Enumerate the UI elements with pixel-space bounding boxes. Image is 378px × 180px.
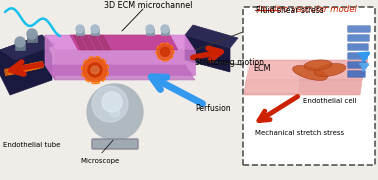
Ellipse shape [293,66,327,80]
FancyBboxPatch shape [348,53,367,59]
FancyBboxPatch shape [348,71,365,77]
Text: Stretching motion: Stretching motion [195,57,264,66]
Polygon shape [89,35,103,50]
Ellipse shape [304,60,332,70]
Circle shape [83,58,107,82]
Polygon shape [246,62,300,92]
Circle shape [76,25,84,33]
Text: Microscope: Microscope [80,158,119,164]
Circle shape [87,84,143,140]
Text: Fluid shear stress: Fluid shear stress [256,6,324,15]
Ellipse shape [314,64,346,76]
Polygon shape [185,25,238,48]
Text: 3D ECM microchannel: 3D ECM microchannel [104,1,192,10]
Polygon shape [146,29,154,35]
Polygon shape [76,29,84,35]
Polygon shape [97,35,111,50]
Polygon shape [55,50,195,75]
Circle shape [27,29,37,39]
Circle shape [110,107,120,117]
Text: Endothelial tube: Endothelial tube [3,142,60,148]
Polygon shape [91,29,99,35]
Polygon shape [246,60,368,80]
Text: Endothelial cell: Endothelial cell [303,98,357,104]
FancyBboxPatch shape [348,44,368,50]
Text: In vitro vascular model: In vitro vascular model [257,5,356,14]
FancyBboxPatch shape [348,62,366,68]
Text: ECM: ECM [253,64,271,73]
Polygon shape [70,35,178,50]
Circle shape [161,48,169,57]
Circle shape [92,86,128,122]
Circle shape [157,44,173,60]
FancyBboxPatch shape [348,35,369,41]
FancyBboxPatch shape [348,26,370,32]
Polygon shape [185,35,230,72]
FancyBboxPatch shape [92,139,138,149]
Polygon shape [161,29,169,35]
Text: Perfusion: Perfusion [195,103,231,112]
Polygon shape [81,35,95,50]
Text: Mechanical stretch stress: Mechanical stretch stress [255,130,344,136]
Circle shape [88,63,102,77]
Polygon shape [15,42,25,50]
Polygon shape [45,35,195,50]
Circle shape [91,25,99,33]
Polygon shape [45,65,195,80]
Polygon shape [0,35,55,60]
Polygon shape [73,35,87,50]
FancyBboxPatch shape [243,7,375,165]
Polygon shape [0,35,52,95]
Circle shape [91,66,99,74]
Polygon shape [45,35,55,80]
Circle shape [146,25,154,33]
Circle shape [102,92,122,112]
Polygon shape [27,34,37,42]
Polygon shape [244,80,362,95]
Circle shape [15,37,25,47]
Circle shape [161,25,169,33]
